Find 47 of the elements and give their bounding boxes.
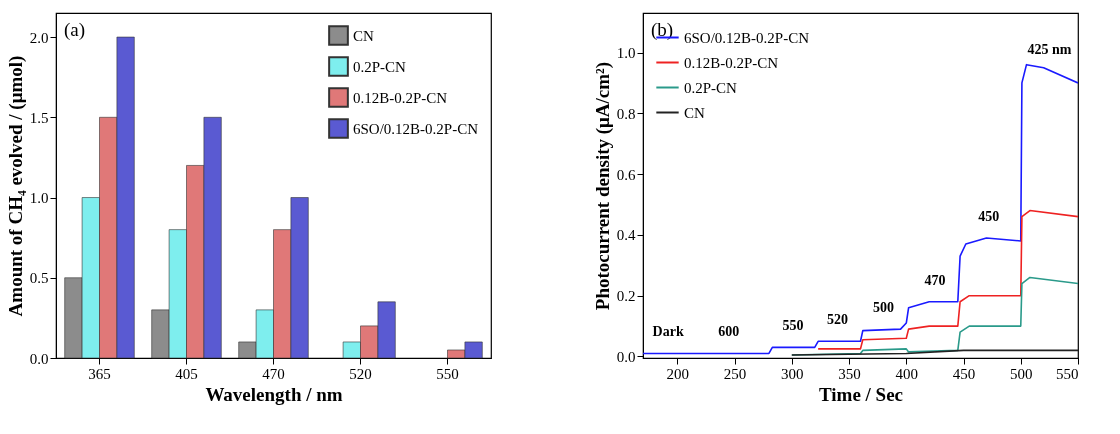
x-tick-label: 350 — [838, 365, 861, 382]
x-axis-title: Wavelength / nm — [205, 383, 343, 405]
x-tick-label: 300 — [781, 365, 804, 382]
annotation: (b) — [651, 19, 674, 41]
annotation: 425 nm — [1027, 41, 1072, 57]
annotation: 450 — [978, 208, 1000, 224]
legend-label: 0.12B-0.2P-CN — [684, 54, 779, 71]
legend-label: 6SO/0.12B-0.2P-CN — [353, 120, 479, 137]
y-tick-label: 2.0 — [29, 29, 49, 46]
x-tick-label: 550 — [1056, 365, 1079, 382]
x-tick-label: 520 — [349, 365, 372, 382]
y-tick-label: 0.6 — [616, 166, 636, 183]
annotation: 550 — [782, 318, 804, 334]
legend-label: 0.2P-CN — [353, 58, 407, 75]
y-tick-label: 0.5 — [29, 270, 49, 287]
annotation: 470 — [924, 272, 946, 288]
annotation: 500 — [872, 300, 894, 316]
x-tick-label: 470 — [262, 365, 285, 382]
x-tick-label: 400 — [895, 365, 919, 382]
line-series — [817, 209, 1078, 350]
annotation: 520 — [827, 312, 849, 328]
y-tick-label: 0.2 — [616, 288, 636, 305]
x-tick-label: 550 — [436, 365, 459, 382]
y-axis-title: Photocurrent density (μA/cm²) — [591, 61, 614, 311]
legend-label: 0.12B-0.2P-CN — [353, 89, 448, 106]
x-tick-label: 500 — [1010, 365, 1033, 382]
annotation: (a) — [64, 19, 86, 41]
y-tick-label: 1.0 — [616, 45, 636, 62]
y-tick-label: 0.4 — [616, 227, 636, 244]
legend-label: 6SO/0.12B-0.2P-CN — [684, 29, 810, 46]
annotation: Dark — [652, 324, 684, 340]
x-tick-label: 365 — [88, 365, 111, 382]
y-tick-label: 0.0 — [616, 348, 636, 365]
x-tick-label: 250 — [723, 365, 747, 382]
y-tick-label: 1.5 — [29, 109, 49, 126]
x-tick-label: 200 — [666, 365, 690, 382]
y-tick-label: 1.0 — [29, 190, 49, 207]
annotation: 600 — [718, 324, 740, 340]
legend-label: CN — [353, 27, 374, 44]
legend-label: CN — [684, 104, 705, 121]
y-tick-label: 0.0 — [29, 350, 49, 367]
x-tick-label: 405 — [175, 365, 198, 382]
legend-label: 0.2P-CN — [684, 79, 738, 96]
y-tick-label: 0.8 — [616, 105, 636, 122]
x-tick-label: 450 — [952, 365, 976, 382]
y-axis-title: Amount of CH₄ evolved / (μmol) — [4, 55, 27, 317]
x-axis-title: Time / Sec — [818, 383, 904, 405]
